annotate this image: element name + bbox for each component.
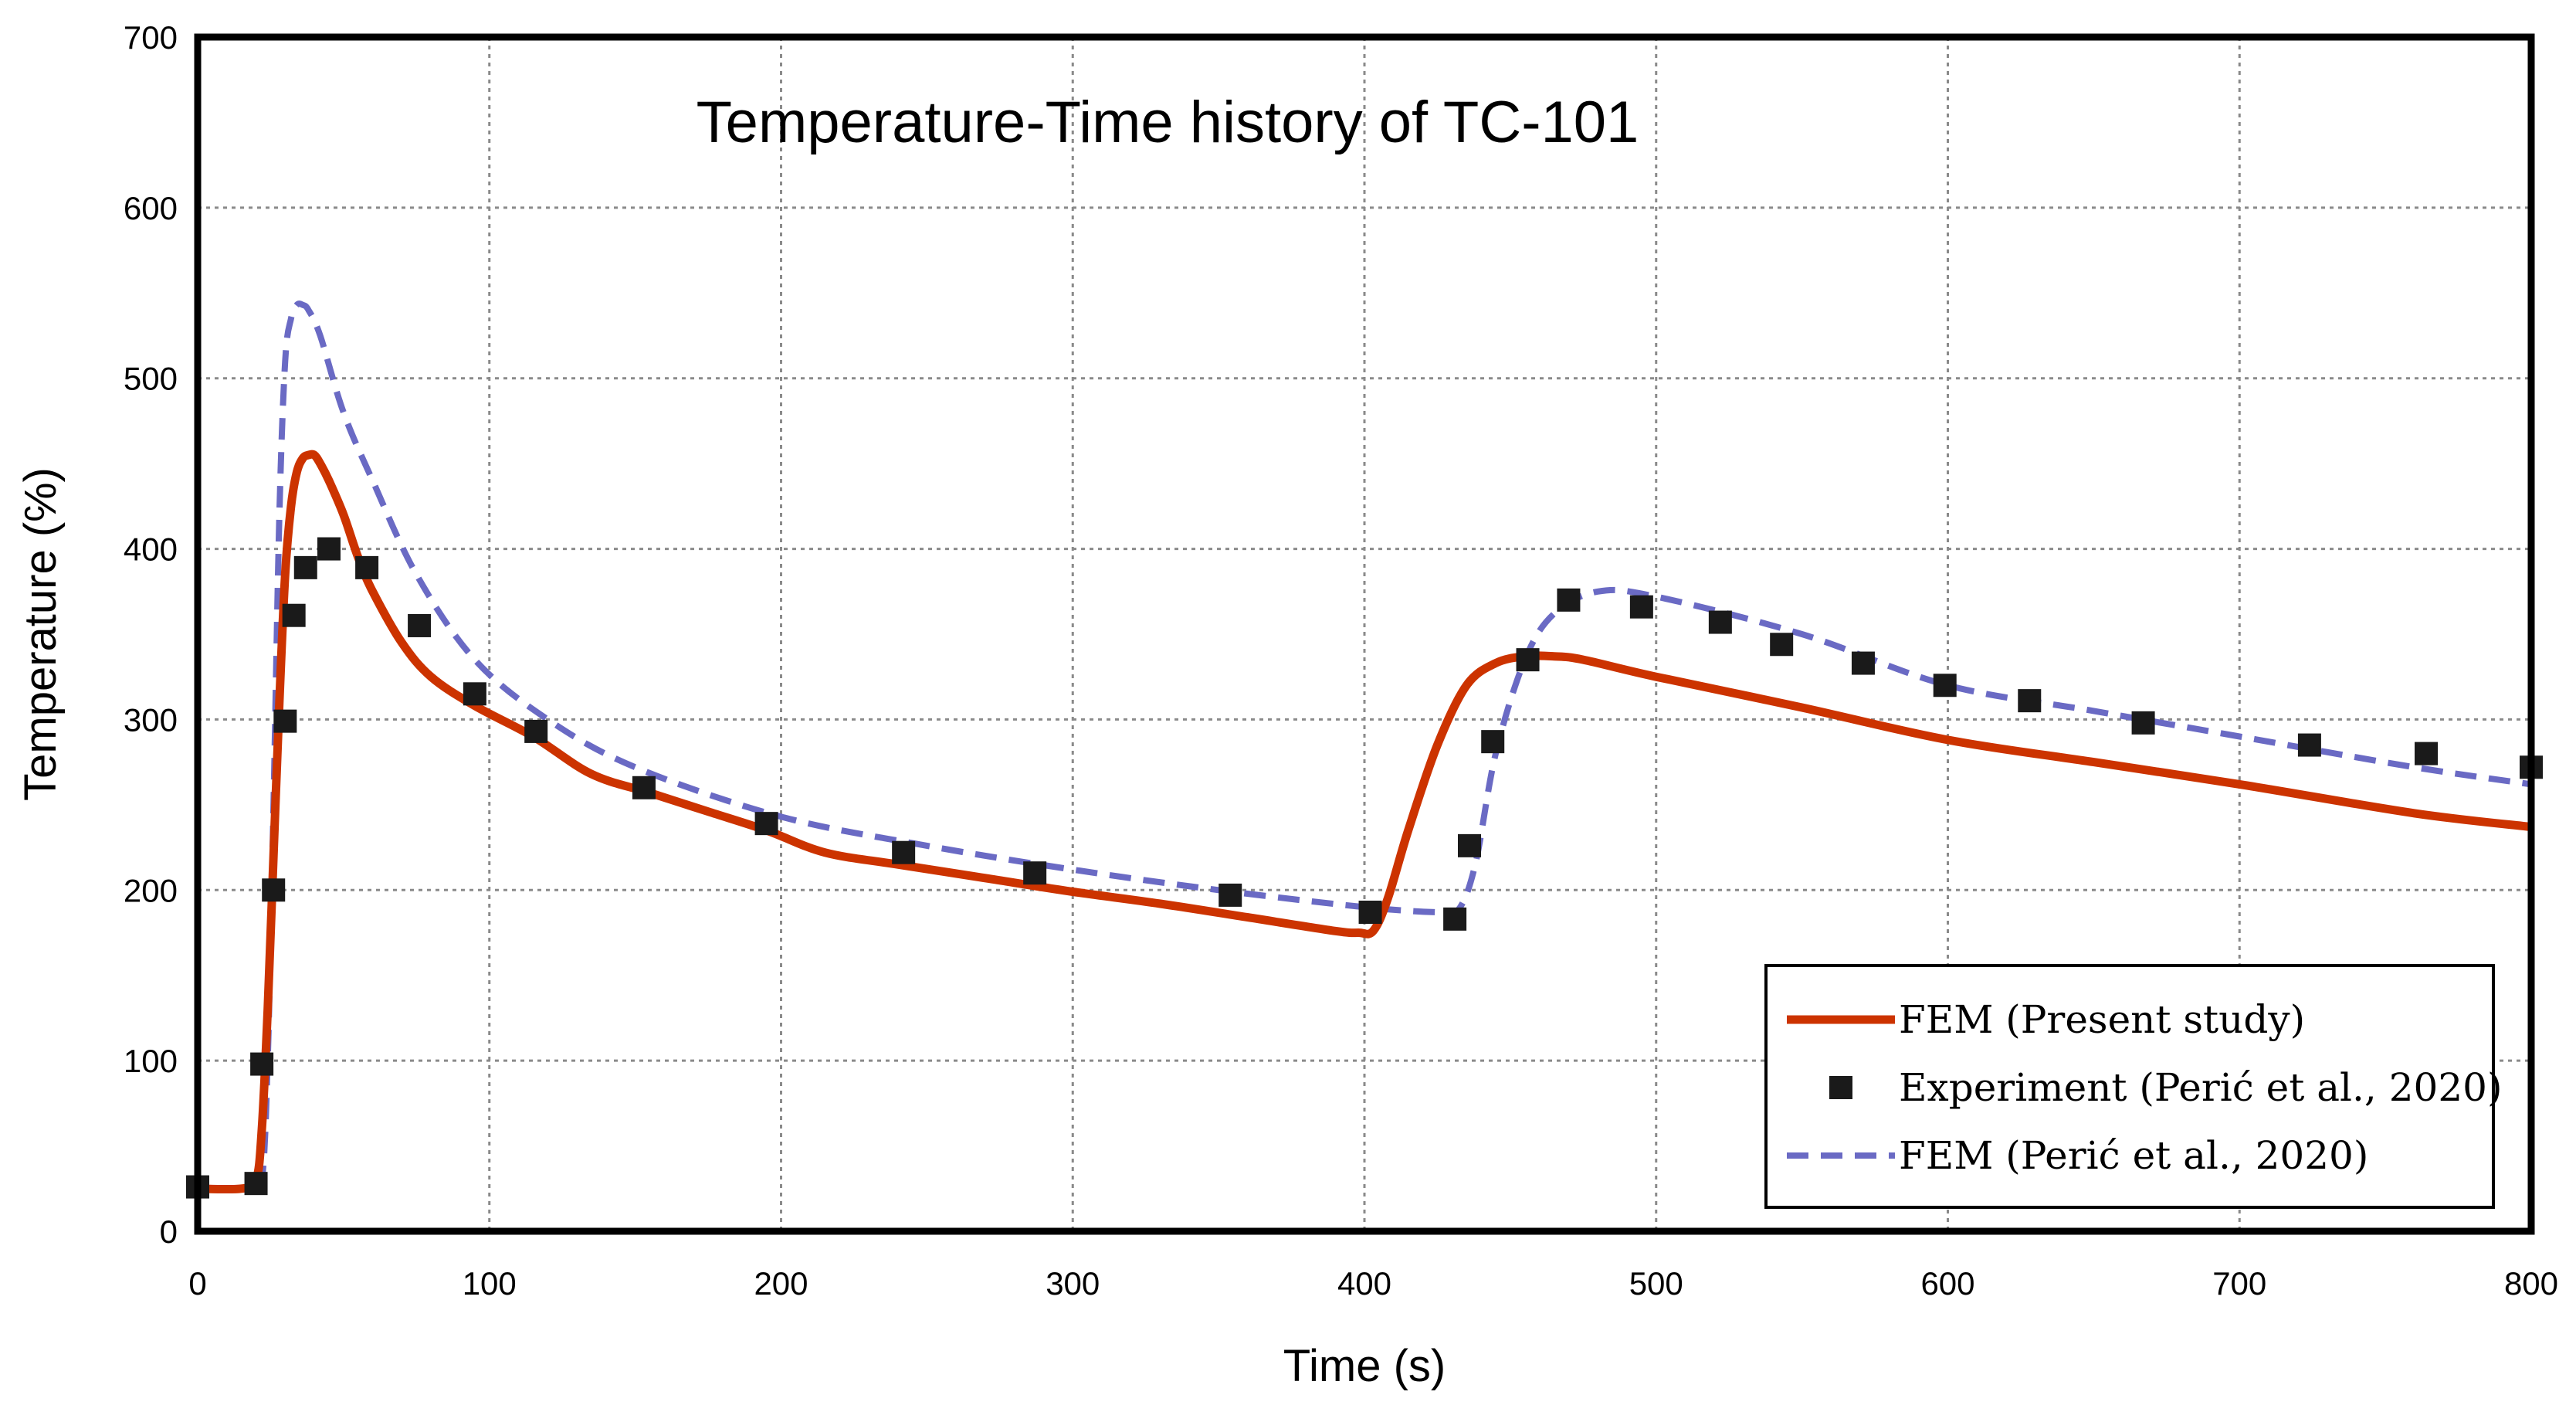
experiment-marker: [1770, 633, 1794, 657]
legend-label-fem-present: FEM (Present study): [1899, 997, 2305, 1042]
x-tick-label: 100: [463, 1265, 517, 1302]
experiment-marker: [892, 840, 916, 864]
experiment-marker: [1557, 588, 1581, 612]
legend: FEM (Present study) Experiment (Perić et…: [1764, 964, 2502, 1209]
x-tick-label: 700: [2212, 1265, 2266, 1302]
experiment-marker: [1023, 861, 1047, 885]
plot-frame: [194, 33, 2535, 1235]
experiment-marker: [408, 613, 432, 637]
experiment-marker: [1443, 907, 1467, 931]
y-tick-label: 300: [124, 701, 178, 738]
experiment-marker: [2415, 742, 2439, 765]
y-tick-label: 200: [124, 872, 178, 908]
experiment-marker: [1457, 833, 1481, 857]
experiment-marker: [244, 1172, 268, 1196]
experiment-marker: [1629, 595, 1653, 619]
experiment-marker: [1358, 900, 1382, 924]
experiment-marker: [2131, 711, 2155, 735]
y-tick-label: 500: [124, 361, 178, 397]
x-axis-label: Time (s): [1283, 1341, 1446, 1391]
x-tick-label: 500: [1629, 1265, 1683, 1302]
legend-label-experiment: Experiment (Perić et al., 2020): [1899, 1065, 2502, 1110]
x-tick-label: 200: [754, 1265, 808, 1302]
experiment-marker: [1481, 730, 1505, 754]
experiment-marker: [355, 555, 379, 579]
y-tick-label: 100: [124, 1043, 178, 1079]
x-tick-label: 800: [2504, 1265, 2558, 1302]
legend-swatch-experiment: [1829, 1076, 1852, 1099]
legend-box: [1764, 964, 2495, 1209]
experiment-marker: [524, 719, 548, 743]
x-tick-label: 600: [1920, 1265, 1974, 1302]
experiment-marker: [632, 776, 656, 799]
y-tick-label: 400: [124, 531, 178, 568]
x-tick-label: 300: [1046, 1265, 1100, 1302]
experiment-marker: [293, 555, 317, 579]
series-layer: [186, 300, 2543, 1199]
tick-labels: 0 100 200 300 400 500 600 700 800 0 100 200 300 400 50…: [124, 19, 2558, 1302]
x-tick-label: 400: [1337, 1265, 1391, 1302]
experiment-marker: [317, 537, 341, 561]
y-tick-label: 0: [160, 1213, 178, 1250]
experiment-marker: [2297, 733, 2321, 757]
experiment-marker: [754, 812, 778, 836]
experiment-marker: [2018, 689, 2042, 713]
experiment-marker: [1851, 651, 1875, 675]
experiment-marker: [250, 1052, 274, 1076]
y-axis-label: Temperature (℅): [15, 467, 66, 801]
x-tick-label: 0: [188, 1265, 206, 1302]
experiment-marker: [1708, 610, 1732, 634]
experiment-marker: [282, 603, 306, 627]
legend-label-fem-peric: FEM (Perić et al., 2020): [1899, 1133, 2368, 1178]
series-fem-present-line: [198, 450, 2531, 1194]
experiment-marker: [1219, 883, 1242, 907]
experiment-marker: [1933, 674, 1957, 698]
experiment-marker: [262, 878, 286, 902]
y-tick-label: 700: [124, 19, 178, 56]
chart-title: Temperature-Time history of TC-101: [697, 90, 1639, 155]
y-tick-label: 600: [124, 190, 178, 226]
experiment-marker: [1516, 648, 1540, 672]
experiment-marker: [463, 682, 486, 706]
experiment-marker: [273, 709, 297, 733]
series-fem-peric-line: [198, 300, 2531, 1195]
